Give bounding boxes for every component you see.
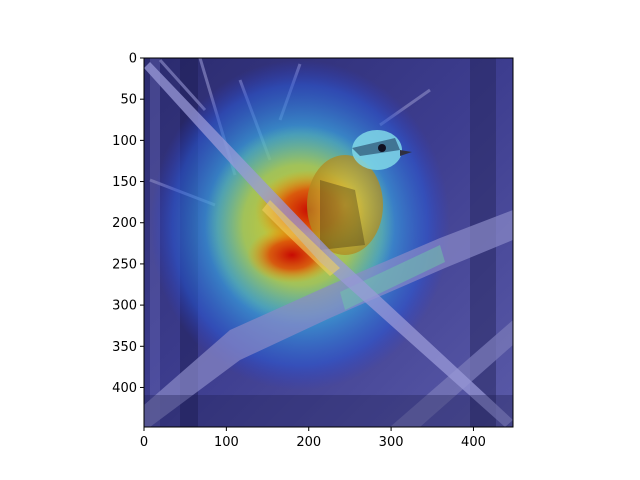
x-axis: 0 100 200 300 400	[140, 427, 486, 450]
diagonal-twig	[144, 62, 513, 427]
y-tick-label: 50	[120, 93, 137, 108]
y-tick-label: 200	[112, 216, 137, 231]
y-tick-label: 350	[112, 340, 137, 355]
axes-frame	[143, 57, 514, 428]
y-tick-label: 400	[112, 381, 137, 396]
x-tick-label: 300	[379, 435, 404, 450]
y-tick-label: 250	[112, 257, 137, 272]
x-tick-label: 400	[461, 435, 486, 450]
y-tick-label: 300	[112, 299, 137, 314]
image-area	[144, 58, 513, 427]
y-tick-label: 0	[129, 52, 137, 67]
x-tick-label: 200	[296, 435, 321, 450]
x-tick-label: 100	[214, 435, 239, 450]
y-axis: 0 50 100 150 200 250 300 350 400	[112, 52, 144, 396]
y-tick-label: 150	[112, 175, 137, 190]
bird	[307, 130, 412, 255]
y-tick-label: 100	[112, 134, 137, 149]
x-tick-label: 0	[140, 435, 148, 450]
